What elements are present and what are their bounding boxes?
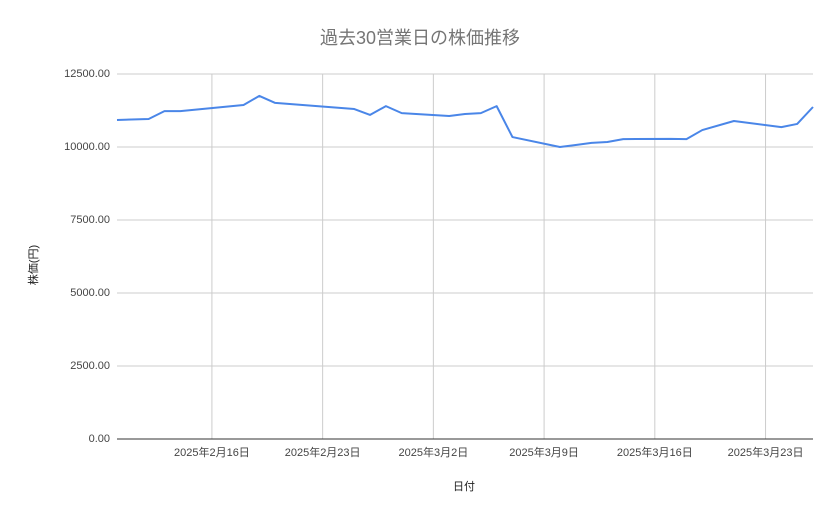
y-tick-label: 5000.00 [70, 287, 110, 299]
line-series [116, 94, 814, 148]
y-axis-label: 株価(円) [26, 245, 40, 285]
x-tick-label: 2025年3月2日 [399, 445, 469, 459]
x-axis-label: 日付 [453, 480, 475, 493]
x-tick-label: 2025年3月16日 [617, 445, 693, 459]
y-tick-label: 7500.00 [70, 214, 110, 226]
y-tick-label: 0.00 [89, 433, 110, 445]
y-tick-label: 12500.00 [64, 68, 110, 80]
x-tick-label: 2025年3月23日 [728, 445, 804, 459]
y-tick-label: 2500.00 [70, 360, 110, 372]
y-tick-label: 10000.00 [64, 141, 110, 153]
x-tick-label: 2025年2月23日 [285, 445, 361, 459]
chart-title: 過去30営業日の株価推移 [320, 28, 520, 48]
x-tick-label: 2025年2月16日 [174, 445, 250, 459]
x-tick-label: 2025年3月9日 [509, 445, 579, 459]
